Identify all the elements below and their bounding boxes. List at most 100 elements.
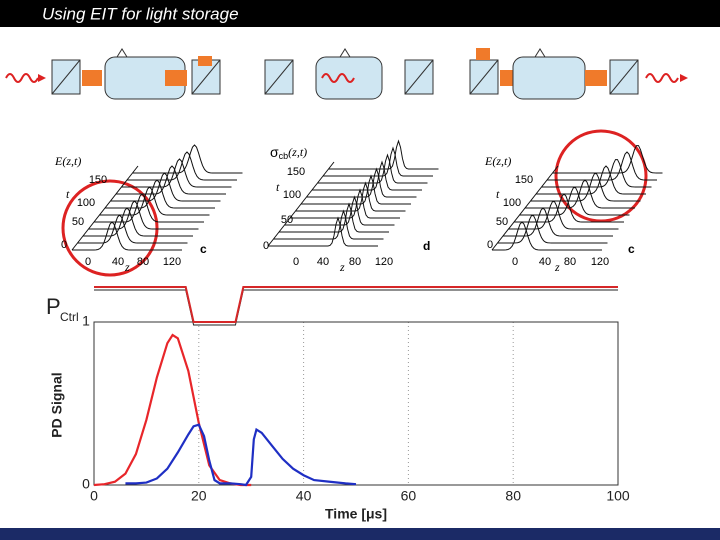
t-tick-label: 100 xyxy=(503,197,521,209)
t-tick-label: 50 xyxy=(72,216,84,228)
control-trace xyxy=(94,286,618,323)
highlight-circle xyxy=(554,129,648,223)
t-tick-label: 0 xyxy=(263,240,269,252)
highlight-circle xyxy=(61,179,159,277)
waterfall-curve xyxy=(279,202,389,233)
z-tick-label: 80 xyxy=(349,256,361,268)
z-tick-label: 0 xyxy=(293,256,299,268)
data-line xyxy=(125,423,357,487)
waterfall-curve xyxy=(77,214,188,244)
waterfall-plot: σcb(z,t) t z 150 100 50 0 0 40 80 120 d xyxy=(263,139,439,274)
waterfall-curve xyxy=(105,179,215,209)
axis-line xyxy=(491,165,559,251)
axis-line xyxy=(71,165,139,251)
x-tick-label: 40 xyxy=(296,488,312,504)
panel-letter: d xyxy=(423,239,430,253)
waterfall-curve xyxy=(99,186,210,216)
waterfall-curve xyxy=(132,144,243,174)
waterfall-curve xyxy=(306,167,417,198)
t-axis-label: t xyxy=(496,187,500,201)
waterfall-curve xyxy=(317,153,428,184)
panel-letter: c xyxy=(200,242,207,256)
y-tick-label: 0 xyxy=(82,476,90,492)
panel-label-part: σ xyxy=(270,144,279,160)
waterfall-curve xyxy=(94,193,204,223)
waterfall-curve xyxy=(268,216,378,247)
x-tick-label: 60 xyxy=(401,488,417,504)
z-tick-label: 80 xyxy=(137,256,149,268)
waterfall-curve xyxy=(72,221,182,251)
waterfall-curve xyxy=(492,221,602,251)
waterfall-curve xyxy=(519,187,630,216)
control-shadow xyxy=(94,289,618,326)
x-tick-label: 0 xyxy=(90,488,98,504)
waterfall-curve xyxy=(503,207,613,237)
panel-label: σcb(z,t) xyxy=(270,144,307,162)
waterfall-curve xyxy=(497,215,608,244)
panel-label: E(z,t) xyxy=(484,154,511,168)
z-axis-label: z xyxy=(124,260,130,274)
t-tick-label: 50 xyxy=(496,216,508,228)
waterfall-curve xyxy=(514,193,624,223)
z-tick-label: 120 xyxy=(375,256,393,268)
waterfall-curve xyxy=(284,195,395,226)
t-tick-label: 100 xyxy=(283,189,301,201)
waterfall-curve xyxy=(525,179,635,209)
waterfall-curve xyxy=(547,151,657,181)
z-tick-label: 120 xyxy=(591,256,609,268)
t-tick-label: 100 xyxy=(77,197,95,209)
setup-diagrams xyxy=(5,48,688,100)
x-axis-label: Time [μs] xyxy=(325,506,387,522)
y-axis-label: PD Signal xyxy=(49,372,65,437)
waterfall-curve xyxy=(295,181,406,212)
data-line xyxy=(93,333,252,487)
panel-letter: c xyxy=(628,242,635,256)
t-tick-label: 150 xyxy=(287,166,305,178)
z-tick-label: 0 xyxy=(85,256,91,268)
waterfall-curve xyxy=(552,145,663,174)
panel-label: E(z,t) xyxy=(54,154,81,168)
t-tick-label: 150 xyxy=(515,174,533,186)
axis-line xyxy=(267,161,335,247)
waterfall-plot: E(z,t) t z 150 100 50 0 0 40 80 120 c xyxy=(54,144,243,274)
waterfall-curve xyxy=(273,209,384,240)
z-tick-label: 120 xyxy=(163,256,181,268)
t-tick-label: 0 xyxy=(487,239,493,251)
t-tick-label: 150 xyxy=(89,174,107,186)
footer-bar xyxy=(0,528,720,540)
waterfall-curve xyxy=(536,165,646,195)
waterfall-curve xyxy=(530,173,641,202)
waterfall-curve xyxy=(301,174,411,205)
waterfall-curve xyxy=(328,139,439,170)
slide-title: Using EIT for light storage xyxy=(42,4,239,23)
waterfall-curve xyxy=(83,207,193,237)
waterfall-curve xyxy=(110,172,221,202)
waterfall-curve xyxy=(312,160,422,191)
waterfall-curve xyxy=(127,151,237,181)
z-tick-label: 40 xyxy=(112,256,124,268)
x-tick-label: 20 xyxy=(191,488,207,504)
waterfall-curve xyxy=(88,200,199,230)
waterfall-curve xyxy=(508,201,619,230)
header-bar xyxy=(0,0,720,27)
z-tick-label: 80 xyxy=(564,256,576,268)
z-axis-label: z xyxy=(339,260,345,274)
control-label-sub: Ctrl xyxy=(60,310,79,324)
t-tick-label: 0 xyxy=(61,239,67,251)
z-tick-label: 40 xyxy=(317,256,329,268)
z-axis-label: z xyxy=(554,260,560,274)
panel-label-part: (z,t) xyxy=(288,145,307,159)
control-label: P xyxy=(46,294,61,319)
waterfall-curve xyxy=(541,159,652,188)
t-tick-label: 50 xyxy=(281,214,293,226)
z-tick-label: 0 xyxy=(512,256,518,268)
waterfall-curve xyxy=(290,188,400,219)
x-tick-label: 100 xyxy=(606,488,630,504)
t-axis-label: t xyxy=(276,180,280,194)
z-tick-label: 40 xyxy=(539,256,551,268)
t-axis-label: t xyxy=(66,187,70,201)
plot-frame xyxy=(93,321,619,486)
x-tick-label: 80 xyxy=(505,488,521,504)
